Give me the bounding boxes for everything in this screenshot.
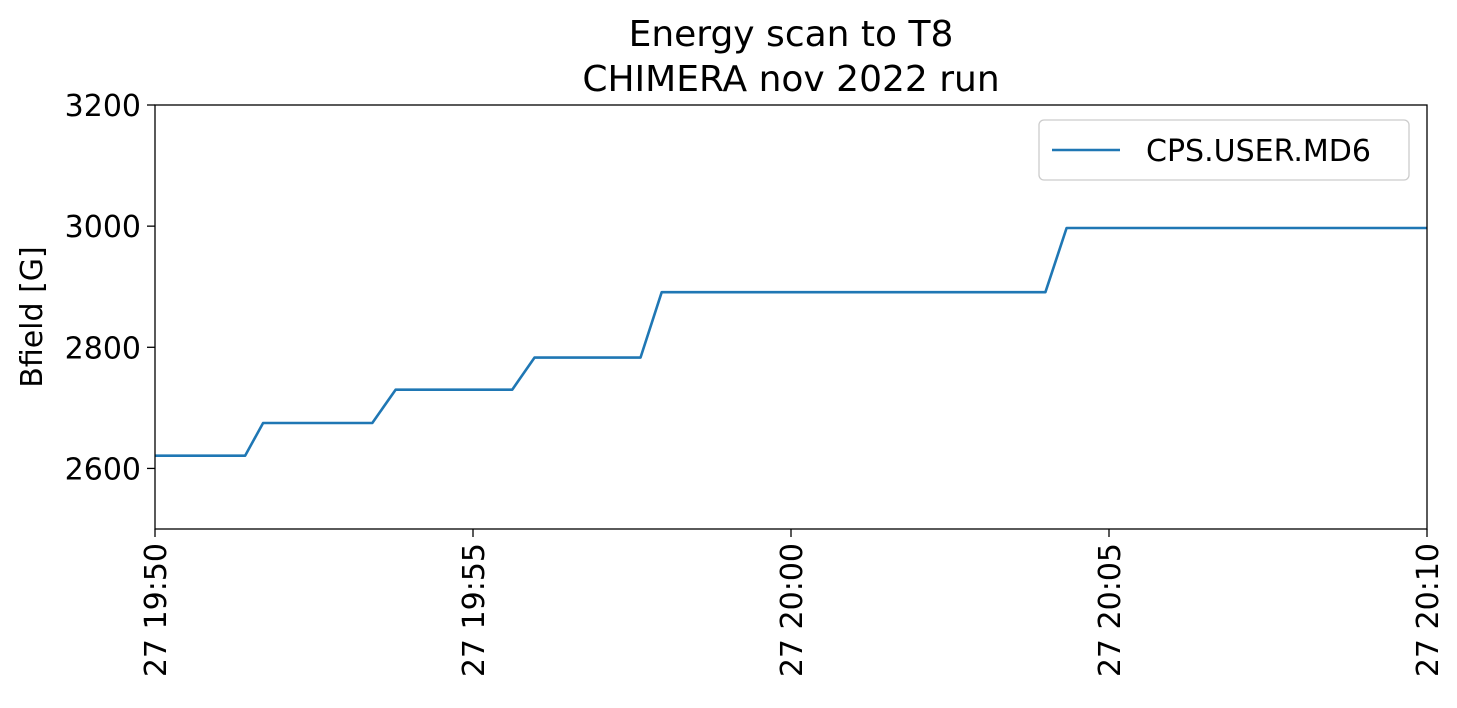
series-line xyxy=(155,226,1427,457)
y-tick-label: 3000 xyxy=(65,210,141,245)
x-tick-label: 27 19:55 xyxy=(457,543,492,677)
y-tick-label: 3200 xyxy=(65,89,141,124)
y-ticks: 2600 2800 3000 3200 xyxy=(65,89,155,487)
legend: CPS.USER.MD6 xyxy=(1038,119,1410,181)
x-tick-label: 27 20:05 xyxy=(1093,543,1128,677)
y-tick-label: 2800 xyxy=(65,331,141,366)
chart-title: Energy scan to T8 xyxy=(629,14,954,55)
y-tick-label: 2600 xyxy=(65,452,141,487)
x-tick-label: 27 19:50 xyxy=(139,543,174,677)
legend-label: CPS.USER.MD6 xyxy=(1146,134,1371,169)
legend-box xyxy=(1038,119,1410,181)
x-tick-label: 27 20:00 xyxy=(775,543,810,677)
x-ticks: 27 19:50 27 19:55 27 20:00 27 20:05 27 20:10 xyxy=(139,529,1446,677)
x-tick-label: 27 20:10 xyxy=(1411,543,1446,677)
y-axis-label: Bfield [G] xyxy=(15,246,50,388)
plot-frame xyxy=(154,104,1428,530)
chart-subtitle: CHIMERA nov 2022 run xyxy=(582,59,999,100)
